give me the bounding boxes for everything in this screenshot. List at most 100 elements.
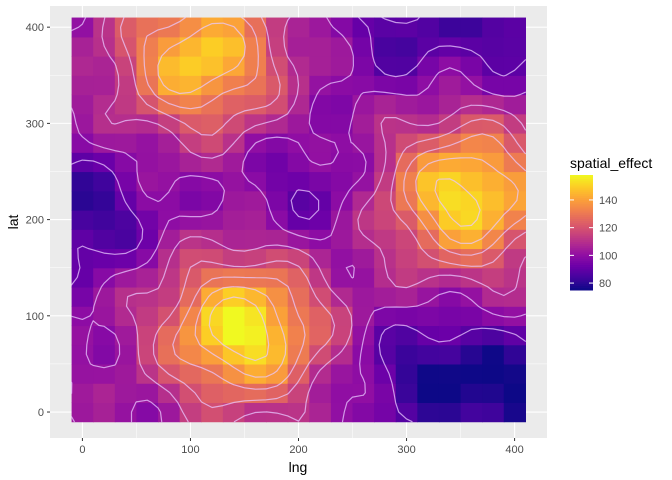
heatmap-tile [93,209,116,230]
heatmap-tile [460,94,483,115]
heatmap-tile [330,17,354,38]
heatmap-tile [395,286,418,307]
heatmap-tile [374,248,397,269]
heatmap-tile [330,113,354,134]
heatmap-tile [460,152,483,173]
heatmap-tile [438,325,462,346]
heatmap-tile [93,56,116,76]
heatmap-tile [93,17,116,38]
heatmap-tile [244,94,267,115]
legend-tick-label: 120 [599,223,617,235]
heatmap-tile [158,56,181,76]
legend-color-step [570,251,593,255]
heatmap-tile [460,229,483,250]
heatmap-tile [71,171,94,192]
heatmap-tile [71,94,94,115]
legend-color-step [570,240,593,243]
legend-color-step [570,261,593,264]
x-tick-label: 300 [397,444,415,456]
heatmap-tile [266,36,289,57]
legend-color-step [570,228,593,232]
heatmap-tile [93,344,116,365]
heatmap-tile [374,94,397,115]
contour-lines [71,16,526,423]
heatmap-tile [309,75,332,96]
legend-color-step [570,244,593,247]
x-tick-label: 200 [289,444,307,456]
heatmap-tile [136,363,159,384]
heatmap-tile [417,75,440,96]
heatmap-tile [417,402,440,423]
x-tick-label: 100 [181,444,199,456]
heatmap-tile [438,171,462,192]
heatmap-tile [244,229,267,250]
contour-line [157,22,519,378]
heatmap-tile [374,36,397,57]
heatmap-tile [244,248,267,269]
heatmap-tile [266,56,289,76]
heatmap-tile [352,402,375,423]
heatmap-tile [503,152,526,173]
heatmap-tile [93,267,116,288]
heatmap-tile [287,286,310,307]
heatmap-tile [330,190,354,211]
heatmap-tile [136,113,159,134]
heatmap-tile [114,152,138,173]
legend-color-step [570,268,593,272]
heatmap-tile [503,94,526,115]
heatmap-tile [179,209,202,230]
legend-color-step [570,207,593,210]
contour-line [120,16,526,409]
heatmap-tile [71,306,94,327]
heatmap-tile [179,171,202,192]
heatmap-tile [309,209,332,230]
heatmap-tile [438,36,462,57]
heatmap-tile [330,36,354,57]
heatmap-tile [114,248,138,269]
heatmap-tile [503,344,526,365]
heatmap-tile [222,383,246,403]
contour-line [208,178,481,362]
heatmap-tile [482,363,505,384]
legend-color-step [570,253,593,256]
heatmap-tile [417,113,440,134]
heatmap-tile [438,17,462,38]
heatmap-tile [179,17,202,38]
heatmap-tile [71,325,94,346]
heatmap-tile [201,17,224,38]
heatmap-tile [266,94,289,115]
heatmap-tile [201,286,224,307]
heatmap-tile [482,267,505,288]
heatmap-tile [395,325,418,346]
heatmap-tile [417,363,440,384]
legend-color-step [570,226,593,230]
heatmap-tile [482,56,505,76]
legend-color-step [570,265,593,268]
heatmap-tile [482,36,505,57]
heatmap-tile [482,113,505,134]
heatmap-tile [201,94,224,115]
heatmap-tile [374,229,397,250]
heatmap-tile [330,363,354,384]
heatmap-tile [352,325,375,346]
heatmap-tile [266,229,289,250]
heatmap-tile [460,286,483,307]
heatmap-tile [417,36,440,57]
heatmap-tile [287,190,310,211]
heatmap-tile [438,402,462,423]
y-tick-label: 400 [26,22,44,34]
heatmap-tile [352,113,375,134]
legend-color-step [570,245,593,249]
heatmap-tile [114,17,138,38]
heatmap-tile [309,229,332,250]
contour-line [101,16,526,423]
heatmap-tile [222,402,246,423]
heatmap-tile [158,36,181,57]
heatmap-tile [330,306,354,327]
heatmap-tile [417,344,440,365]
heatmap-tile [374,171,397,192]
heatmap-tile [438,267,462,288]
heatmap-tile [438,113,462,134]
heatmap-tile [330,383,354,403]
heatmap-tile [71,267,94,288]
